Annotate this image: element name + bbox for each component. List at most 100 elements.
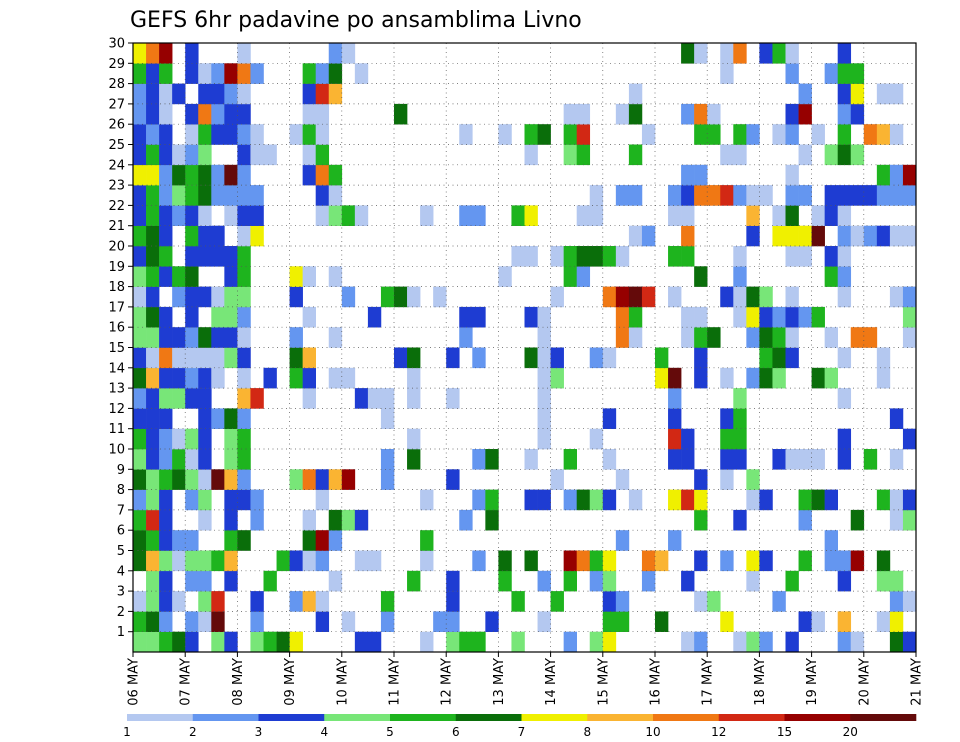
x-tick-label: 13 MAY [492,658,507,706]
heatmap-cell [850,631,865,653]
heatmap-cell [824,266,838,287]
heatmap-cell [563,246,577,267]
heatmap-cell [185,469,199,490]
heatmap-cell [902,327,917,348]
heatmap-cell [224,205,238,226]
y-tick-label: 6 [117,524,125,539]
heatmap-cell [681,225,695,247]
heatmap-cell [407,388,421,409]
heatmap-cell [146,428,160,450]
heatmap-cell [511,591,525,612]
heatmap-cell [537,367,551,389]
heatmap-cell [511,631,525,653]
heatmap-cell [198,489,212,511]
heatmap-cell [863,185,878,206]
heatmap-cell [876,225,891,247]
heatmap-cell [524,246,538,267]
colorbar-segment [718,714,785,721]
heatmap-cell [524,144,538,166]
heatmap-cell [733,246,747,267]
heatmap-cell [159,388,173,409]
heatmap-cell [746,550,760,572]
colorbar-segment [850,714,917,721]
y-tick-label: 16 [108,321,125,336]
heatmap-cell [798,306,812,328]
heatmap-cell [159,611,173,632]
heatmap-cell [133,43,147,64]
heatmap-cell [133,591,147,612]
heatmap-cell [185,144,199,166]
heatmap-cell [146,185,160,206]
heatmap-cell [694,306,708,328]
heatmap-cell [602,570,617,592]
heatmap-cell [628,83,643,105]
colorbar: 1 2 3 4 5 6 7 8 10 12 15 20 [123,714,917,739]
heatmap-cell [146,246,160,267]
heatmap-cell [328,185,343,206]
heatmap-cell [759,43,773,64]
heatmap-cell [185,266,199,287]
x-tick-label: 14 MAY [544,658,559,706]
heatmap-cell [224,428,238,450]
heatmap-cell [159,63,173,84]
heatmap-cell [341,286,356,308]
heatmap-cell [211,124,225,145]
heatmap-cell [172,347,186,369]
heatmap-cell [850,509,865,531]
heatmap-cell [720,428,734,450]
heatmap-cell [615,530,630,551]
heatmap-cell [146,367,160,389]
heatmap-cell [472,631,486,653]
heatmap-cell [237,408,251,429]
x-tick-label: 07 MAY [179,658,194,706]
heatmap-cell [133,388,147,409]
colorbar-segment [587,714,654,721]
heatmap-cell [133,246,147,267]
heatmap-cell [850,327,865,348]
heatmap-cell [133,509,147,531]
heatmap-cell [146,164,160,186]
heatmap-cell [315,83,330,105]
heatmap-cell [472,489,486,511]
heatmap-cell [889,83,904,105]
heatmap-cell [146,530,160,551]
heatmap-cell [785,306,799,328]
heatmap-cell [889,286,904,308]
heatmap-cell [485,611,499,632]
heatmap-cell [772,225,786,247]
heatmap-cell [328,43,343,64]
heatmap-cell [237,489,251,511]
heatmap-cell [237,103,251,125]
heatmap-cell [563,631,577,653]
heatmap-cell [615,286,630,308]
heatmap-cell [159,185,173,206]
heatmap-cell [707,124,721,145]
heatmap-cell [824,144,838,166]
heatmap-cell [224,63,238,84]
heatmap-cell [694,103,708,125]
heatmap-cell [146,205,160,226]
heatmap-cell [224,286,238,308]
y-tick-label: 11 [108,422,125,437]
heatmap-cell [615,327,630,348]
heatmap-cell [563,570,577,592]
y-tick-label: 10 [108,443,125,458]
heatmap-cell [198,550,212,572]
heatmap-cell [328,164,343,186]
heatmap-cell [772,43,786,64]
heatmap-cell [681,43,695,64]
heatmap-cell [824,205,838,226]
heatmap-cell [328,205,343,226]
heatmap-cell [798,509,812,531]
heatmap-cell [720,550,734,572]
heatmap-cell [237,225,251,247]
heatmap-cell [902,509,917,531]
heatmap-cell [733,286,747,308]
heatmap-cell [315,591,330,612]
heatmap-cell [850,144,865,166]
y-tick-label: 29 [108,57,125,72]
heatmap-cell [694,266,708,287]
heatmap-cell [407,570,421,592]
x-tick-label: 12 MAY [440,658,455,706]
y-tick-label: 12 [108,402,125,417]
